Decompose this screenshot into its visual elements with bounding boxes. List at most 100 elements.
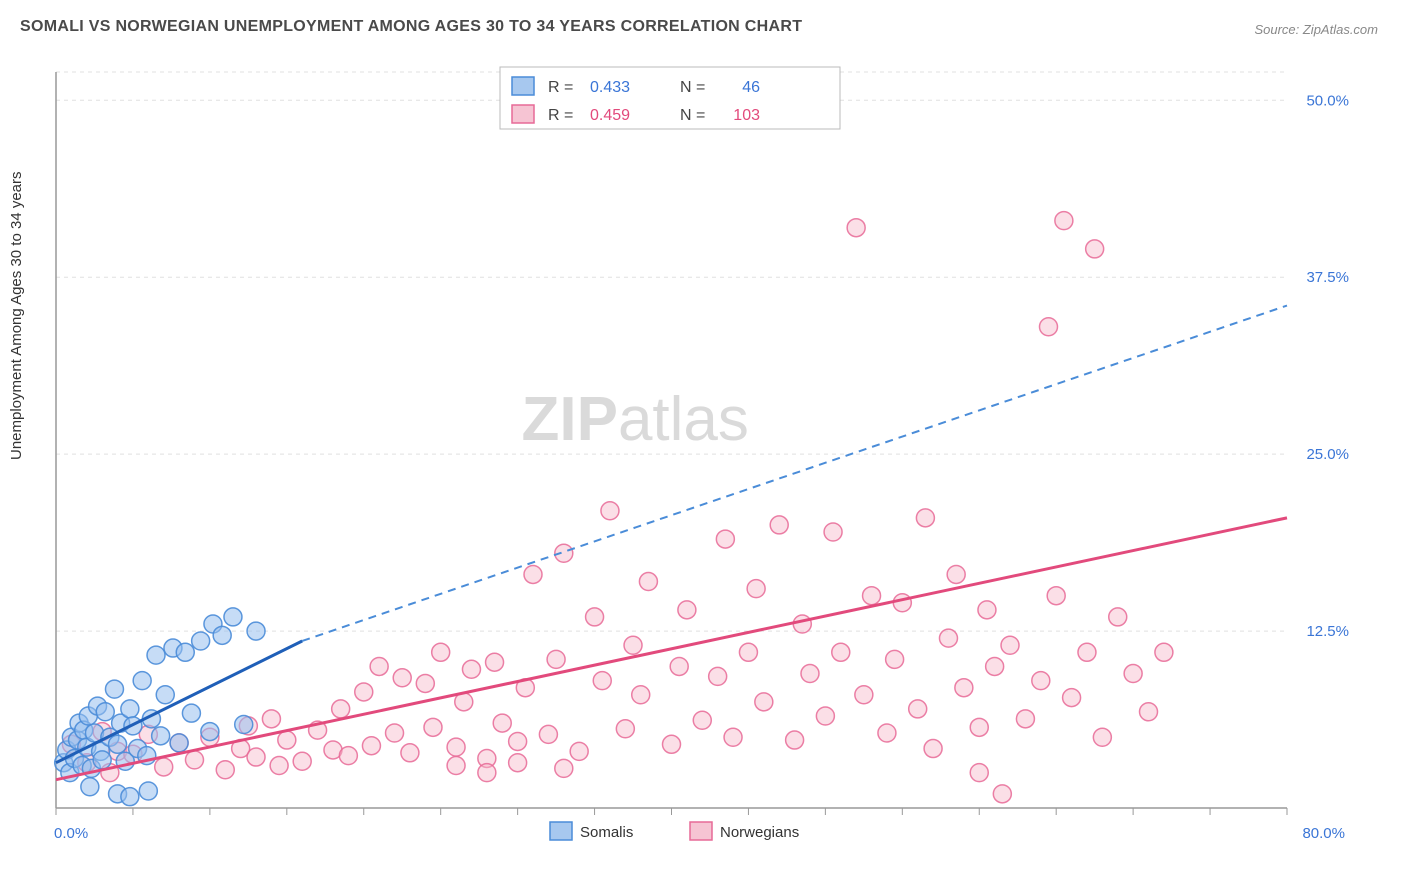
data-point-somalis [213,626,231,644]
data-point-somalis [109,735,127,753]
data-point-norwegians [586,608,604,626]
legend-n-label: N = [680,107,705,124]
data-point-norwegians [739,643,757,661]
data-point-norwegians [555,759,573,777]
data-point-somalis [176,643,194,661]
data-point-norwegians [593,672,611,690]
data-point-somalis [170,734,188,752]
data-point-norwegians [916,509,934,527]
data-point-norwegians [886,650,904,668]
legend-r-value: 0.433 [590,79,630,96]
data-point-norwegians [709,667,727,685]
legend-r-label: R = [548,107,573,124]
data-point-norwegians [939,629,957,647]
data-point-norwegians [724,728,742,746]
series-legend-swatch [550,822,572,840]
data-point-norwegians [878,724,896,742]
data-point-norwegians [816,707,834,725]
data-point-norwegians [632,686,650,704]
data-point-norwegians [978,601,996,619]
data-point-norwegians [832,643,850,661]
data-point-norwegians [1086,240,1104,258]
data-point-norwegians [509,754,527,772]
data-point-norwegians [663,735,681,753]
data-point-norwegians [247,748,265,766]
data-point-norwegians [986,657,1004,675]
data-point-norwegians [332,700,350,718]
data-point-somalis [152,727,170,745]
data-point-norwegians [947,565,965,583]
data-point-norwegians [1001,636,1019,654]
data-point-norwegians [478,764,496,782]
legend-n-value: 46 [742,79,760,96]
data-point-norwegians [616,720,634,738]
data-point-somalis [93,751,111,769]
chart-container: 12.5%25.0%37.5%50.0%ZIPatlas0.0%80.0%R =… [50,62,1355,852]
data-point-somalis [182,704,200,722]
data-point-norwegians [747,580,765,598]
data-point-norwegians [1155,643,1173,661]
data-point-norwegians [155,758,173,776]
data-point-norwegians [1016,710,1034,728]
trend-line-somalis-extrapolated [302,306,1287,641]
source-prefix: Source: [1254,22,1302,37]
legend-r-value: 0.459 [590,107,630,124]
data-point-norwegians [278,731,296,749]
data-point-somalis [81,778,99,796]
data-point-somalis [105,680,123,698]
data-point-somalis [147,646,165,664]
data-point-norwegians [1032,672,1050,690]
data-point-norwegians [355,683,373,701]
data-point-norwegians [524,565,542,583]
data-point-norwegians [432,643,450,661]
legend-swatch [512,77,534,95]
data-point-norwegians [624,636,642,654]
data-point-norwegians [801,665,819,683]
data-point-norwegians [539,725,557,743]
data-point-norwegians [601,502,619,520]
data-point-norwegians [547,650,565,668]
source-name: ZipAtlas.com [1303,22,1378,37]
data-point-norwegians [262,710,280,728]
data-point-norwegians [793,615,811,633]
y-tick-label: 12.5% [1306,623,1349,640]
data-point-somalis [235,715,253,733]
data-point-somalis [201,723,219,741]
y-tick-label: 50.0% [1306,92,1349,109]
data-point-norwegians [362,737,380,755]
legend-swatch [512,105,534,123]
data-point-norwegians [570,742,588,760]
data-point-somalis [121,700,139,718]
data-point-norwegians [770,516,788,534]
data-point-norwegians [1039,318,1057,336]
data-point-somalis [247,622,265,640]
data-point-norwegians [1124,665,1142,683]
data-point-norwegians [955,679,973,697]
y-tick-label: 37.5% [1306,269,1349,286]
data-point-norwegians [185,751,203,769]
y-tick-label: 25.0% [1306,446,1349,463]
data-point-norwegians [755,693,773,711]
data-point-norwegians [462,660,480,678]
data-point-norwegians [509,732,527,750]
series-legend-label: Somalis [580,824,633,841]
data-point-norwegians [447,738,465,756]
data-point-norwegians [1055,212,1073,230]
data-point-norwegians [639,573,657,591]
data-point-norwegians [670,657,688,675]
data-point-norwegians [824,523,842,541]
data-point-norwegians [1078,643,1096,661]
data-point-norwegians [393,669,411,687]
data-point-norwegians [447,757,465,775]
data-point-norwegians [370,657,388,675]
data-point-norwegians [970,718,988,736]
data-point-norwegians [678,601,696,619]
data-point-norwegians [970,764,988,782]
data-point-norwegians [216,761,234,779]
data-point-norwegians [493,714,511,732]
data-point-norwegians [486,653,504,671]
data-point-norwegians [1047,587,1065,605]
data-point-norwegians [293,752,311,770]
data-point-norwegians [855,686,873,704]
data-point-norwegians [339,747,357,765]
